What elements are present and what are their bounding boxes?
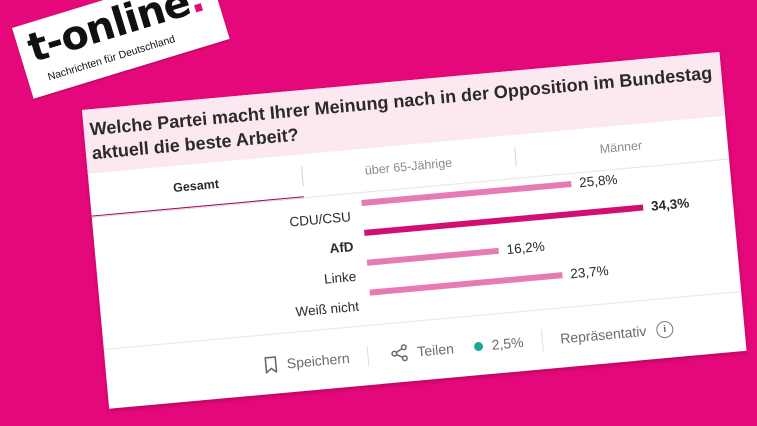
category-label-cdu-csu: CDU/CSU xyxy=(289,209,352,230)
share-label: Teilen xyxy=(416,340,455,360)
brand-logo: t-online. Nachrichten für Deutschland xyxy=(12,0,230,99)
response-stat: 2,5% xyxy=(473,334,524,354)
value-label-cdu-csu: 25,8% xyxy=(579,172,618,190)
bar-cdu-csu xyxy=(361,180,572,207)
info-icon[interactable]: i xyxy=(655,319,674,339)
bar-wei-nicht xyxy=(369,272,563,296)
bar-linke xyxy=(366,247,499,266)
category-label-linke: Linke xyxy=(323,269,357,287)
method-info[interactable]: Repräsentativ i xyxy=(559,319,674,347)
poll-bar-chart: CDU/CSU 25,8% AfD 34,3% Linke 16,2% Weiß nicht… xyxy=(289,172,690,320)
bookmark-icon xyxy=(263,355,279,374)
value-label-wei-nicht: 23,7% xyxy=(570,263,609,281)
method-label: Repräsentativ xyxy=(559,322,648,347)
footer-divider xyxy=(366,345,370,368)
poll-card: Welche Partei macht Ihrer Meinung nach i… xyxy=(82,51,747,410)
footer-divider xyxy=(540,329,544,352)
bar-afd xyxy=(364,204,644,236)
category-label-wei-nicht: Weiß nicht xyxy=(295,299,360,320)
category-label-afd: AfD xyxy=(329,239,355,256)
share-button[interactable]: Teilen xyxy=(390,339,455,363)
status-dot-icon xyxy=(473,341,484,351)
value-label-linke: 16,2% xyxy=(506,239,545,257)
share-icon xyxy=(390,343,410,363)
value-label-afd: 34,3% xyxy=(650,195,689,213)
response-value: 2,5% xyxy=(490,333,525,353)
action-bar: Speichern Teilen 2,5% Repräsentativ i xyxy=(103,291,747,410)
save-button[interactable]: Speichern xyxy=(263,349,350,375)
save-label: Speichern xyxy=(286,349,351,372)
